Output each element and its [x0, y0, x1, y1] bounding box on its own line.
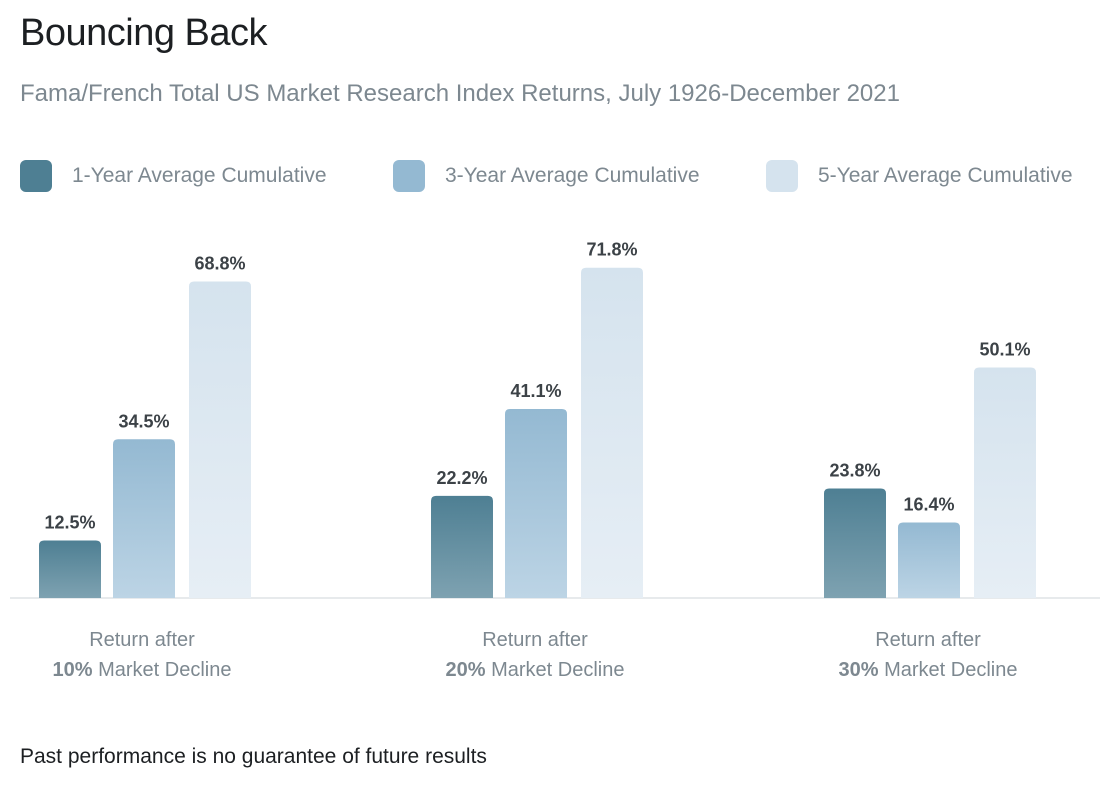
legend-item-5-year: 5-Year Average Cumulative — [766, 160, 1073, 192]
bar-5-year-group-2 — [581, 267, 643, 598]
data-label-3-year-group-3: 16.4% — [903, 495, 954, 515]
legend-item-3-year: 3-Year Average Cumulative — [393, 160, 700, 192]
footnote: Past performance is no guarantee of futu… — [20, 745, 487, 768]
legend-swatch-3-year — [393, 160, 425, 192]
data-label-3-year-group-1: 34.5% — [118, 411, 169, 431]
bar-1-year-group-2 — [431, 495, 493, 598]
legend-item-1-year: 1-Year Average Cumulative — [20, 160, 327, 192]
bar-1-year-group-1 — [39, 540, 101, 598]
data-label-3-year-group-2: 41.1% — [510, 381, 561, 401]
data-label-5-year-group-1: 68.8% — [194, 254, 245, 274]
category-label-line2: 10% Market Decline — [52, 659, 232, 681]
data-label-5-year-group-2: 71.8% — [586, 240, 637, 260]
bar-5-year-group-3 — [974, 367, 1036, 598]
bar-3-year-group-1 — [113, 439, 175, 598]
category-label-line1: Return after — [89, 629, 195, 651]
data-label-1-year-group-3: 23.8% — [829, 461, 880, 481]
bar-3-year-group-3 — [898, 522, 960, 598]
category-label-line2: 30% Market Decline — [838, 659, 1018, 681]
legend-label-5-year: 5-Year Average Cumulative — [818, 164, 1073, 187]
data-label-1-year-group-2: 22.2% — [436, 468, 487, 488]
legend-swatch-5-year — [766, 160, 798, 192]
bar-1-year-group-3 — [824, 488, 886, 598]
category-label-10: Return after 10% Market Decline — [0, 625, 292, 685]
category-label-30: Return after 30% Market Decline — [778, 625, 1078, 685]
bar-3-year-group-2 — [505, 408, 567, 598]
category-label-line1: Return after — [875, 629, 981, 651]
data-label-5-year-group-3: 50.1% — [979, 340, 1030, 360]
data-label-1-year-group-1: 12.5% — [44, 513, 95, 533]
category-label-20: Return after 20% Market Decline — [385, 625, 685, 685]
legend-swatch-1-year — [20, 160, 52, 192]
chart-title: Bouncing Back — [20, 12, 268, 54]
legend-label-3-year: 3-Year Average Cumulative — [445, 164, 700, 187]
category-label-line2: 20% Market Decline — [445, 659, 625, 681]
legend-label-1-year: 1-Year Average Cumulative — [72, 164, 327, 187]
chart-subtitle: Fama/French Total US Market Research Ind… — [20, 80, 900, 107]
category-label-line1: Return after — [482, 629, 588, 651]
bar-5-year-group-1 — [189, 281, 251, 598]
